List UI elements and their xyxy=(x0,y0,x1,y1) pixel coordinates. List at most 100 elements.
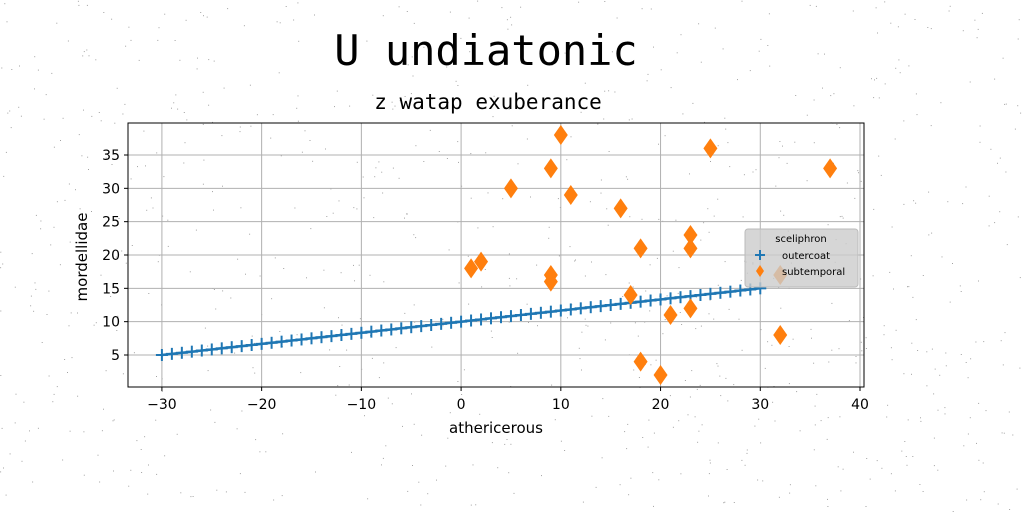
series-subtemporal xyxy=(464,125,838,385)
outercoat-point xyxy=(584,301,597,314)
x-tick-label: 10 xyxy=(552,397,570,413)
outercoat-point xyxy=(395,322,408,335)
y-tick-label: 10 xyxy=(102,315,120,331)
subtemporal-point xyxy=(823,158,838,179)
outercoat-point xyxy=(375,324,388,337)
subtemporal-point xyxy=(633,238,648,259)
outercoat-point xyxy=(514,309,527,321)
outercoat-point xyxy=(455,315,468,328)
outercoat-point xyxy=(734,284,747,297)
outercoat-point xyxy=(614,297,627,310)
subtemporal-point xyxy=(633,351,648,372)
outercoat-point xyxy=(325,330,338,343)
y-tick-label: 5 xyxy=(111,348,120,364)
legend-box xyxy=(744,228,859,288)
outercoat-point xyxy=(634,295,647,308)
subtemporal-point xyxy=(653,365,668,385)
subtemporal-point xyxy=(543,271,558,292)
outercoat-point xyxy=(315,331,328,344)
legend-label-subtemporal: subtemporal xyxy=(782,267,845,278)
outercoat-point xyxy=(504,310,517,323)
subtemporal-point xyxy=(623,285,638,305)
x-axis: −30 −20 −10 0 10 20 30 40 xyxy=(147,387,869,413)
outercoat-point xyxy=(664,292,677,305)
x-tick-label: −30 xyxy=(147,397,177,413)
outercoat-point xyxy=(425,319,438,331)
legend-marker-subtemporal xyxy=(756,265,764,277)
outercoat-point xyxy=(205,343,218,356)
outercoat-point xyxy=(465,314,478,327)
subtemporal-point xyxy=(683,238,698,259)
outercoat-point xyxy=(674,291,687,304)
outercoat-point xyxy=(285,334,298,347)
outercoat-point xyxy=(544,305,557,318)
outercoat-point xyxy=(185,345,198,358)
outercoat-point xyxy=(225,341,238,354)
outercoat-point xyxy=(445,316,458,329)
subtemporal-point xyxy=(613,198,628,219)
outercoat-point xyxy=(654,293,667,306)
outercoat-point xyxy=(355,326,368,339)
outercoat-point xyxy=(245,339,258,351)
y-axis-label: mordellidae xyxy=(73,213,91,302)
y-tick-label: 15 xyxy=(102,281,120,297)
outercoat-point xyxy=(494,311,507,324)
y-tick-label: 25 xyxy=(102,215,120,231)
subtemporal-point xyxy=(563,185,578,205)
y-axis: 5 10 15 20 25 30 35 xyxy=(102,148,128,364)
plot-area xyxy=(127,122,865,388)
outercoat-point xyxy=(644,294,657,307)
outercoat-point xyxy=(724,285,737,298)
outercoat-point xyxy=(604,299,617,311)
subtemporal-point xyxy=(543,158,558,179)
subtemporal-point xyxy=(663,305,678,325)
outercoat-point xyxy=(524,307,537,320)
x-axis-label: athericerous xyxy=(449,419,543,437)
chart-subtitle: z watap exuberance xyxy=(374,90,602,114)
subtemporal-point xyxy=(474,251,489,272)
outercoat-point xyxy=(295,333,308,346)
subtemporal-point xyxy=(683,298,698,319)
x-tick-label: 40 xyxy=(851,397,869,413)
outercoat-point xyxy=(435,317,448,330)
outercoat-point xyxy=(365,325,378,338)
outercoat-point xyxy=(215,342,228,355)
outercoat-point xyxy=(534,306,547,319)
y-tick-label: 20 xyxy=(102,248,120,264)
y-tick-label: 35 xyxy=(102,148,120,164)
outercoat-point xyxy=(335,329,348,341)
outercoat-point xyxy=(165,347,178,360)
outercoat-point xyxy=(265,336,278,349)
subtemporal-point xyxy=(503,178,518,199)
outercoat-point xyxy=(155,349,168,361)
outercoat-point xyxy=(574,302,587,315)
outercoat-point xyxy=(235,340,248,353)
subtemporal-point xyxy=(683,225,698,245)
outercoat-point xyxy=(195,344,208,357)
outercoat-point xyxy=(714,286,727,299)
legend: sceliphron outercoat subtemporal xyxy=(744,228,859,288)
legend-label-outercoat: outercoat xyxy=(782,251,830,262)
x-tick-label: 30 xyxy=(751,397,769,413)
subtemporal-point xyxy=(553,125,568,145)
subtemporal-point xyxy=(703,138,718,159)
legend-title: sceliphron xyxy=(775,234,826,245)
x-tick-label: −10 xyxy=(347,397,377,413)
legend-marker-outercoat xyxy=(755,250,765,260)
outercoat-point xyxy=(275,335,288,348)
outercoat-point xyxy=(385,323,398,336)
x-tick-label: −20 xyxy=(247,397,277,413)
outercoat-point xyxy=(345,327,358,340)
x-tick-label: 20 xyxy=(652,397,670,413)
outercoat-point xyxy=(255,337,268,350)
outercoat-point xyxy=(694,289,707,301)
outercoat-point xyxy=(175,346,188,359)
outercoat-point xyxy=(305,332,318,345)
outercoat-point xyxy=(704,287,717,300)
chart-title: U undiatonic xyxy=(334,26,637,75)
outercoat-point xyxy=(554,304,567,317)
outercoat-point xyxy=(415,320,428,333)
subtemporal-point xyxy=(464,258,479,279)
outercoat-point xyxy=(405,321,418,334)
